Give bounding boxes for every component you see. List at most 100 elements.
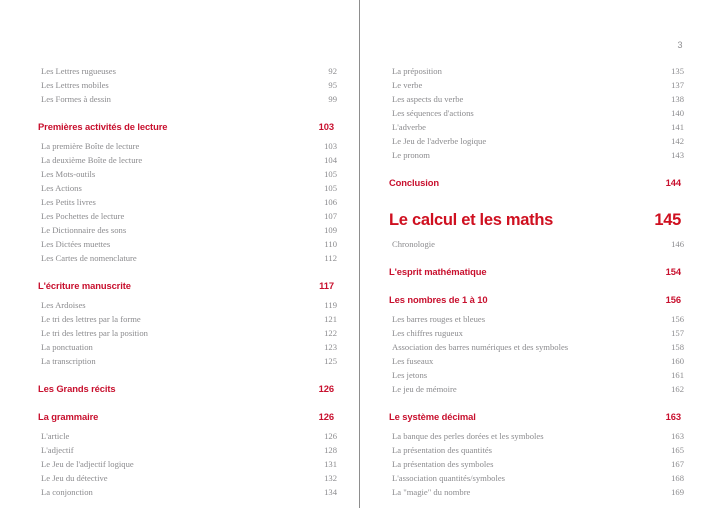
toc-entry[interactable]: Le pronom 143 <box>389 148 684 162</box>
toc-item-title: Les Dictées muettes <box>41 239 111 249</box>
toc-entry[interactable]: Les fuseaux 160 <box>389 354 684 368</box>
toc-entry[interactable]: La transcription 125 <box>38 354 337 368</box>
toc-entry[interactable]: La "magie" du nombre 169 <box>389 485 684 499</box>
section-spacer <box>38 368 334 382</box>
toc-item-page: 158 <box>671 342 684 352</box>
toc-entry[interactable]: La préposition 135 <box>389 64 684 78</box>
toc-item-title: Les séquences d'actions <box>392 108 474 118</box>
toc-item-page: 168 <box>671 473 684 483</box>
toc-entry[interactable]: Les nombres de 1 à 10 156 <box>389 293 681 307</box>
toc-entry[interactable]: Les Actions 105 <box>38 181 337 195</box>
section-spacer <box>389 251 681 265</box>
toc-item-page: 105 <box>324 169 337 179</box>
toc-entry[interactable]: Le Jeu de l'adverbe logique 142 <box>389 134 684 148</box>
toc-entry[interactable]: Le verbe 137 <box>389 78 684 92</box>
toc-part-title: Le calcul et les maths <box>389 211 553 229</box>
toc-item-title: La présentation des quantités <box>392 445 492 455</box>
toc-entry[interactable]: La conjonction 134 <box>38 485 337 499</box>
toc-section-title: La grammaire <box>38 411 99 422</box>
toc-item-title: Le Jeu de l'adjectif logique <box>41 459 134 469</box>
toc-item-title: La conjonction <box>41 487 93 497</box>
toc-entry[interactable]: Les Lettres mobiles 95 <box>38 78 337 92</box>
toc-entry[interactable]: La grammaire 126 <box>38 410 334 424</box>
toc-item-title: La présentation des symboles <box>392 459 494 469</box>
toc-item-title: La préposition <box>392 66 442 76</box>
toc-item-title: Les Ardoises <box>41 300 86 310</box>
toc-entry[interactable]: Le tri des lettres par la forme 121 <box>38 312 337 326</box>
toc-entry[interactable]: L'association quantités/symboles 168 <box>389 471 684 485</box>
toc-item-page: 107 <box>324 211 337 221</box>
toc-entry[interactable]: Les Pochettes de lecture 107 <box>38 209 337 223</box>
toc-item-title: Les Mots-outils <box>41 169 96 179</box>
toc-item-page: 131 <box>324 459 337 469</box>
toc-entry[interactable]: Le jeu de mémoire 162 <box>389 382 684 396</box>
section-spacer <box>38 396 334 410</box>
page-spine-divider <box>359 0 360 508</box>
toc-entry[interactable]: La première Boîte de lecture 103 <box>38 139 337 153</box>
toc-item-page: 121 <box>324 314 337 324</box>
toc-entry[interactable]: Le Jeu du détective 132 <box>38 471 337 485</box>
toc-entry[interactable]: Les séquences d'actions 140 <box>389 106 684 120</box>
toc-entry[interactable]: Les Cartes de nomenclature 112 <box>38 251 337 265</box>
toc-section-title: Le système décimal <box>389 411 476 422</box>
toc-entry[interactable]: Les Petits livres 106 <box>38 195 337 209</box>
toc-item-page: 160 <box>671 356 684 366</box>
toc-item-page: 143 <box>671 150 684 160</box>
toc-entry[interactable]: Les aspects du verbe 138 <box>389 92 684 106</box>
toc-entry[interactable]: Les Mots-outils 105 <box>38 167 337 181</box>
toc-item-page: 156 <box>671 314 684 324</box>
toc-item-title: Les jetons <box>392 370 428 380</box>
toc-item-title: Les barres rouges et bleues <box>392 314 486 324</box>
toc-entry[interactable]: Les chiffres rugueux 157 <box>389 326 684 340</box>
toc-entry[interactable]: L'adverbe 141 <box>389 120 684 134</box>
toc-section-title: L'écriture manuscrite <box>38 280 131 291</box>
toc-item-title: Les Pochettes de lecture <box>41 211 125 221</box>
toc-entry[interactable]: Les Grands récits 126 <box>38 382 334 396</box>
toc-entry[interactable]: Les barres rouges et bleues 156 <box>389 312 684 326</box>
toc-entry[interactable]: L'adjectif 128 <box>38 443 337 457</box>
toc-item-page: 165 <box>671 445 684 455</box>
toc-entry[interactable]: Le tri des lettres par la position 122 <box>38 326 337 340</box>
toc-entry[interactable]: Les Formes à dessin 99 <box>38 92 337 106</box>
toc-entry[interactable]: La ponctuation 123 <box>38 340 337 354</box>
toc-entry[interactable]: La présentation des quantités 165 <box>389 443 684 457</box>
toc-item-page: 112 <box>324 253 337 263</box>
toc-entry[interactable]: Les jetons 161 <box>389 368 684 382</box>
toc-entry[interactable]: Le calcul et les maths 145 <box>389 208 681 232</box>
toc-entry[interactable]: L'écriture manuscrite 117 <box>38 279 334 293</box>
section-spacer <box>389 162 681 176</box>
toc-entry[interactable]: Les Lettres rugueuses 92 <box>38 64 337 78</box>
toc-entry[interactable]: Premières activités de lecture 103 <box>38 120 334 134</box>
toc-item-title: L'adverbe <box>392 122 426 132</box>
toc-entry[interactable]: Les Ardoises 119 <box>38 298 337 312</box>
toc-item-page: 110 <box>324 239 337 249</box>
toc-entry[interactable]: Le Jeu de l'adjectif logique 131 <box>38 457 337 471</box>
toc-entry[interactable]: La présentation des symboles 167 <box>389 457 684 471</box>
toc-item-title: Association des barres numériques et des… <box>392 342 569 352</box>
toc-entry[interactable]: La banque des perles dorées et les symbo… <box>389 429 684 443</box>
toc-entry[interactable]: Les Dictées muettes 110 <box>38 237 337 251</box>
toc-entry[interactable]: Association des barres numériques et des… <box>389 340 684 354</box>
toc-entry[interactable]: La deuxième Boîte de lecture 104 <box>38 153 337 167</box>
toc-entry[interactable]: Conclusion 144 <box>389 176 681 190</box>
toc-column-left: Les Lettres rugueuses 92 Les Lettres mobil… <box>38 64 337 499</box>
toc-item-page: 128 <box>324 445 337 455</box>
toc-item-page: 140 <box>671 108 684 118</box>
toc-item-page: 169 <box>671 487 684 497</box>
toc-item-title: Les chiffres rugueux <box>392 328 463 338</box>
toc-entry[interactable]: Le système décimal 163 <box>389 410 681 424</box>
toc-section-page: 163 <box>665 411 681 422</box>
toc-item-title: Le tri des lettres par la forme <box>41 314 141 324</box>
toc-item-page: 138 <box>671 94 684 104</box>
section-spacer <box>389 190 681 208</box>
toc-item-page: 122 <box>324 328 337 338</box>
toc-item-page: 105 <box>324 183 337 193</box>
toc-entry[interactable]: L'article 126 <box>38 429 337 443</box>
toc-entry[interactable]: Chronologie 146 <box>389 237 684 251</box>
toc-item-page: 103 <box>324 141 337 151</box>
toc-item-page: 161 <box>671 370 684 380</box>
toc-item-title: Les Lettres mobiles <box>41 80 109 90</box>
toc-item-title: La "magie" du nombre <box>392 487 471 497</box>
toc-entry[interactable]: Le Dictionnaire des sons 109 <box>38 223 337 237</box>
toc-entry[interactable]: L'esprit mathématique 154 <box>389 265 681 279</box>
